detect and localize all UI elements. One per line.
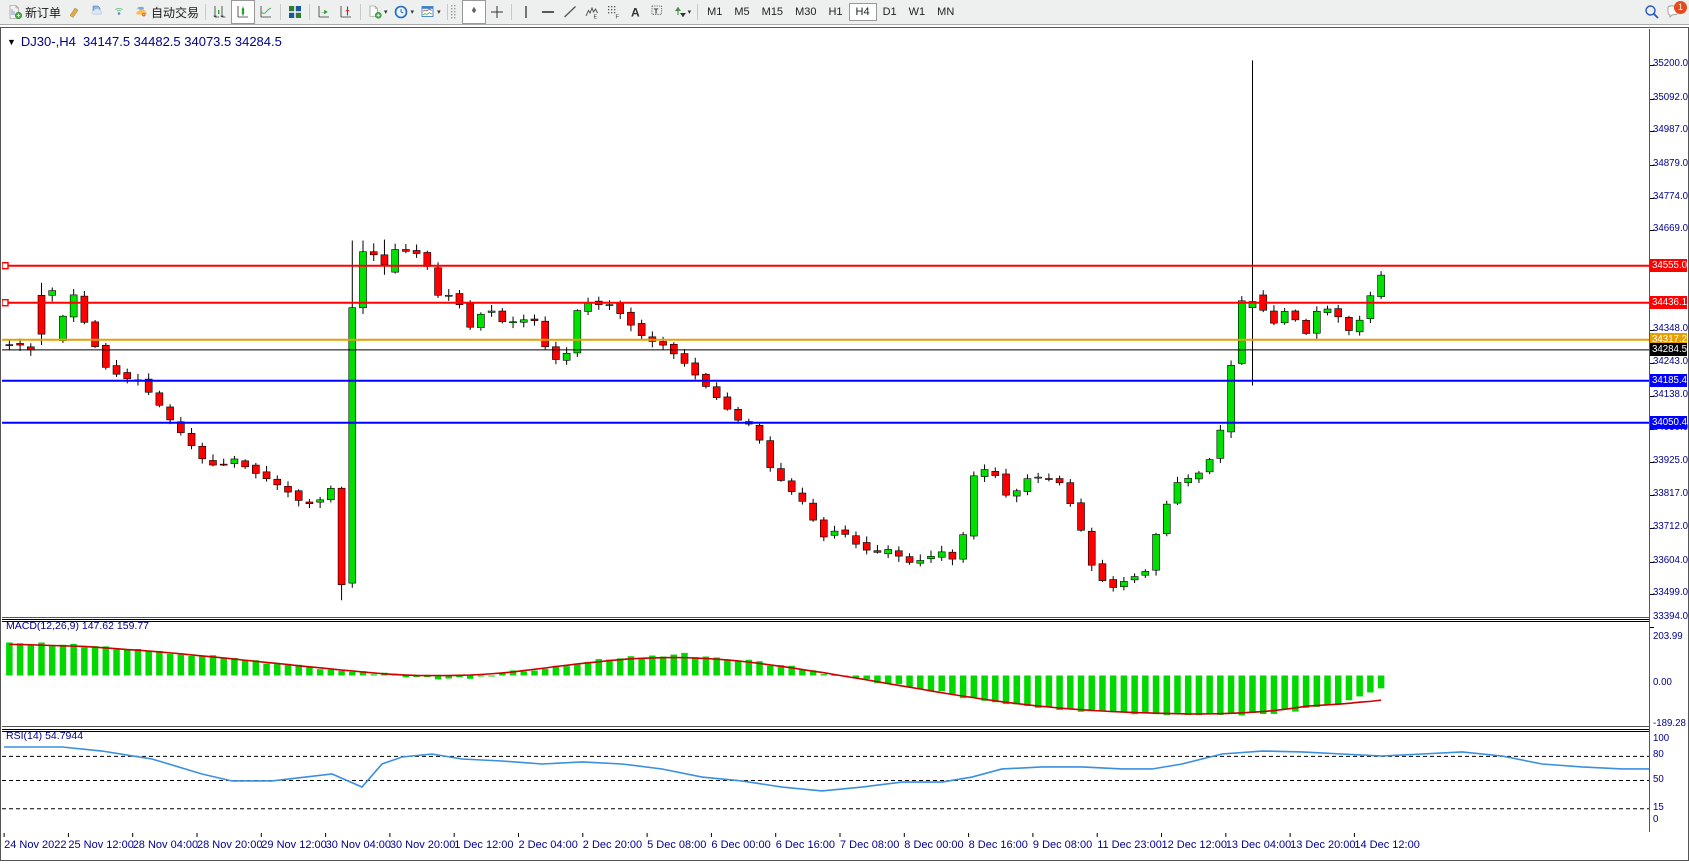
svg-text:29 Nov 12:00: 29 Nov 12:00	[261, 839, 326, 851]
svg-text:8 Dec 00:00: 8 Dec 00:00	[904, 839, 963, 851]
svg-text:13 Dec 04:00: 13 Dec 04:00	[1226, 839, 1291, 851]
svg-text:7 Dec 08:00: 7 Dec 08:00	[840, 839, 899, 851]
svg-text:2 Dec 20:00: 2 Dec 20:00	[583, 839, 642, 851]
svg-text:9 Dec 08:00: 9 Dec 08:00	[1033, 839, 1092, 851]
svg-text:28 Nov 20:00: 28 Nov 20:00	[197, 839, 262, 851]
svg-text:T: T	[653, 6, 658, 15]
svg-text:A: A	[631, 6, 640, 20]
svg-text:13 Dec 20:00: 13 Dec 20:00	[1290, 839, 1355, 851]
svg-text:E: E	[593, 15, 597, 21]
svg-text:25 Nov 12:00: 25 Nov 12:00	[68, 839, 133, 851]
svg-text:28 Nov 04:00: 28 Nov 04:00	[133, 839, 198, 851]
svg-text:F: F	[615, 15, 619, 21]
svg-text:12 Dec 12:00: 12 Dec 12:00	[1162, 839, 1227, 851]
svg-text:5 Dec 08:00: 5 Dec 08:00	[647, 839, 706, 851]
svg-text:6 Dec 16:00: 6 Dec 16:00	[776, 839, 835, 851]
svg-text:8 Dec 16:00: 8 Dec 16:00	[969, 839, 1028, 851]
svg-text:2 Dec 04:00: 2 Dec 04:00	[519, 839, 578, 851]
svg-text:30 Nov 04:00: 30 Nov 04:00	[326, 839, 391, 851]
svg-text:14 Dec 12:00: 14 Dec 12:00	[1354, 839, 1419, 851]
svg-text:1 Dec 12:00: 1 Dec 12:00	[454, 839, 513, 851]
svg-text:30 Nov 20:00: 30 Nov 20:00	[390, 839, 455, 851]
svg-text:6 Dec 00:00: 6 Dec 00:00	[711, 839, 770, 851]
svg-text:24 Nov 2022: 24 Nov 2022	[4, 839, 66, 851]
svg-text:11 Dec 23:00: 11 Dec 23:00	[1097, 839, 1162, 851]
